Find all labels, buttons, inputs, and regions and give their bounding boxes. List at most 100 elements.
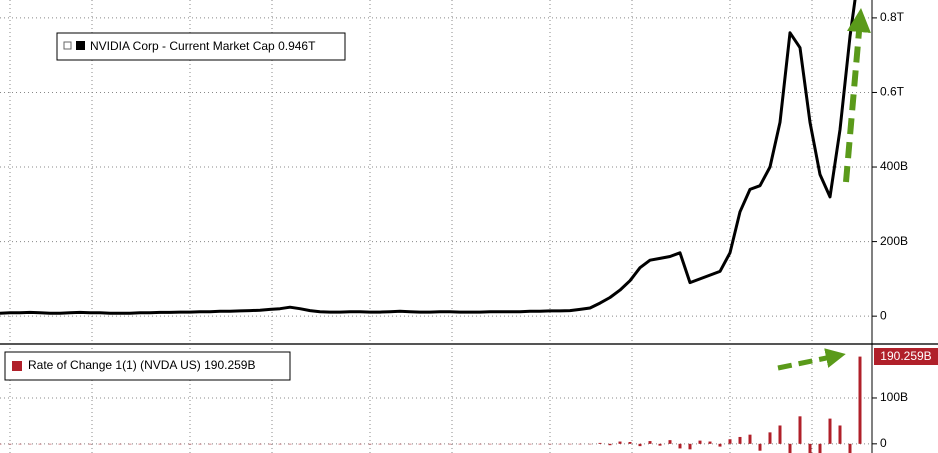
bar [328, 443, 332, 445]
y-tick-label: 0 [880, 436, 887, 450]
bar [238, 443, 242, 445]
y-tick-label: 0.6T [880, 85, 905, 99]
bar [738, 436, 742, 444]
bar [798, 416, 802, 444]
bar [128, 443, 132, 445]
bar [618, 441, 622, 444]
bar [108, 443, 112, 445]
bar [498, 443, 502, 445]
bar [478, 443, 482, 445]
bar [178, 443, 182, 445]
bar [688, 443, 692, 450]
last-value-badge: 190.259B [880, 349, 931, 363]
bar [198, 443, 202, 445]
bar [98, 443, 102, 445]
bar [598, 442, 602, 444]
vertical-grid [9, 0, 813, 453]
bar [288, 443, 292, 445]
bar [638, 443, 642, 447]
bar [778, 425, 782, 444]
bar [228, 443, 232, 445]
bar [258, 443, 262, 445]
bar [18, 443, 22, 445]
plot-layer: 0 200B 400B 0.6T 0.8T 0 100B [0, 0, 908, 453]
bar [68, 443, 72, 445]
bar [268, 443, 272, 445]
bar [428, 443, 432, 445]
bar [578, 443, 582, 445]
bar [788, 443, 792, 453]
bar [368, 443, 372, 445]
bar [748, 434, 752, 444]
bar [758, 443, 762, 451]
legend-name: Rate of Change 1(1) (NVDA US) [28, 358, 201, 372]
bar [38, 443, 42, 445]
bar [768, 432, 772, 444]
y-tick-label: 400B [880, 159, 908, 173]
bar [568, 443, 572, 445]
bar [608, 443, 612, 446]
bar [528, 443, 532, 445]
line-series [0, 0, 857, 315]
bar [718, 443, 722, 447]
y-tick-label: 0.8T [880, 10, 905, 24]
bar [358, 443, 362, 445]
bar [348, 443, 352, 445]
bar [488, 443, 492, 445]
legend-value: 0.946T [278, 39, 316, 53]
bar [58, 443, 62, 445]
bar [708, 441, 712, 444]
bar [458, 443, 462, 445]
y-tick-label: 100B [880, 390, 908, 404]
legend-value: 190.259B [204, 358, 255, 372]
bar [408, 443, 412, 445]
bar [658, 443, 662, 446]
bar [588, 443, 592, 445]
bar [8, 443, 12, 445]
bar [828, 418, 832, 444]
bar [78, 443, 82, 445]
bar [298, 443, 302, 445]
bar [858, 356, 862, 444]
bar [0, 443, 2, 445]
bar [218, 443, 222, 445]
bar [398, 443, 402, 445]
bar [188, 443, 192, 445]
bar [558, 443, 562, 445]
bar [118, 443, 122, 445]
bar [388, 443, 392, 445]
bar [448, 443, 452, 445]
bar [158, 443, 162, 445]
annotation-arrows [777, 8, 871, 371]
bar [148, 443, 152, 445]
bar [88, 443, 92, 445]
bar [418, 443, 422, 445]
bar [438, 443, 442, 445]
legend-top: NVIDIA Corp - Current Market Cap 0.946T [56, 32, 346, 61]
bar [308, 443, 312, 445]
series-group [0, 356, 862, 453]
bar [838, 425, 842, 444]
bar [628, 441, 632, 444]
bar [808, 443, 812, 453]
series-group [0, 0, 857, 315]
bar [468, 443, 472, 445]
legend-bottom: Rate of Change 1(1) (NVDA US) 190.259B [4, 351, 291, 381]
bar [728, 439, 732, 444]
bar [378, 443, 382, 445]
legend-text: Rate of Change 1(1) (NVDA US) 190.259B [28, 358, 255, 372]
bar [548, 443, 552, 445]
bar [668, 440, 672, 444]
legend-text: NVIDIA Corp - Current Market Cap 0.946T [90, 39, 316, 53]
bar [338, 443, 342, 445]
bar [208, 443, 212, 445]
bar [278, 443, 282, 445]
bar [648, 441, 652, 444]
bar [318, 443, 322, 445]
bar [538, 443, 542, 445]
legend-name: NVIDIA Corp - Current Market Cap [90, 39, 275, 53]
bar [168, 443, 172, 445]
bar [678, 443, 682, 449]
bar [28, 443, 32, 445]
bar [138, 443, 142, 445]
